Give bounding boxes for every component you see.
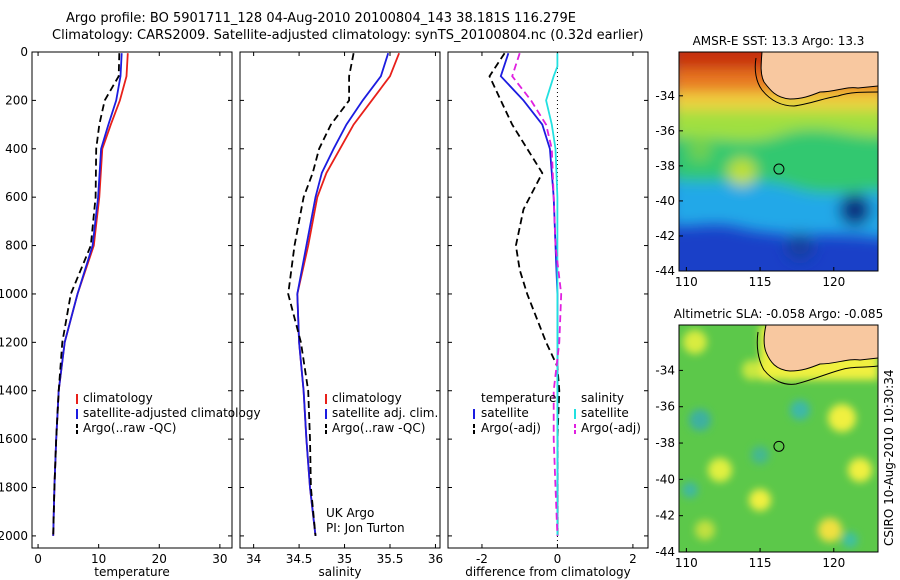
series-line-salinity-argo-adj	[511, 52, 563, 536]
salinity-xtick-label: 34.5	[286, 552, 313, 566]
depth-tick-label: 2000	[0, 529, 28, 543]
series-line-satellite-adjusted-climatology	[52, 53, 123, 536]
depth-tick-label: 1200	[0, 335, 28, 349]
temperature-xtick-label: 10	[91, 552, 106, 566]
depth-tick-label: 1400	[0, 384, 28, 398]
series-line-argo-raw-qc	[287, 53, 355, 536]
salinity-xtick-label: 35.5	[377, 552, 404, 566]
salinity-panel: 34 34.5 35 35.5 36 salinity	[239, 51, 443, 579]
temperature-axis-label: temperature	[94, 565, 169, 579]
salinity-xtick-label: 36	[428, 552, 443, 566]
sst-map-ytick-label: -34	[655, 89, 675, 103]
salinity-legend-item: satellite adj. clim.	[332, 406, 438, 420]
difference-xtick-label: -2	[476, 552, 488, 566]
depth-tick-label: 0	[20, 45, 28, 59]
difference-legend-title-temperature: temperature	[481, 391, 556, 405]
sla-map-xtick-label: 120	[822, 556, 845, 570]
difference-axes-box	[447, 51, 649, 549]
difference-xtick-label: 0	[554, 552, 562, 566]
sst-map-ytick-label: -36	[655, 124, 675, 138]
sst-map-xtick-label: 120	[822, 275, 845, 289]
salinity-xtick-label: 35	[337, 552, 352, 566]
argo-position-marker	[773, 440, 785, 452]
sst-map-xtick-label: 110	[675, 275, 698, 289]
depth-tick-label: 200	[5, 93, 28, 107]
series-line-salinity-satellite	[545, 53, 559, 536]
sst-map-field	[679, 52, 878, 271]
depth-tick-label: 400	[5, 142, 28, 156]
depth-tick-label: 1600	[0, 432, 28, 446]
difference-legend-item: satellite	[481, 406, 529, 420]
temperature-panel: 0 200 400 600 800 1000 1200 1400 1600 1800 2000 0 10…	[0, 45, 233, 579]
temperature-legend-item: climatology	[83, 391, 153, 405]
difference-legend-item: Argo(-adj)	[481, 421, 541, 435]
sla-map-ytick-label: -42	[655, 509, 675, 523]
series-line-satellite-adj-clim	[296, 52, 390, 537]
temperature-xtick-label: 30	[212, 552, 227, 566]
depth-tick-label: 1000	[0, 287, 28, 301]
sla-map-ytick-label: -38	[655, 436, 675, 450]
series-line-argo-raw-qc	[52, 53, 121, 536]
sla-map-field	[679, 325, 878, 552]
sla-map-panel: Altimetric SLA: -0.058 Argo: -0.085 110 11…	[655, 307, 883, 570]
depth-tick-label: 1800	[0, 481, 28, 495]
csiro-credit: CSIRO 10-Aug-2010 10:30:34	[882, 370, 896, 546]
sla-map-xtick-label: 115	[749, 556, 772, 570]
sla-map-ytick-label: -40	[655, 472, 675, 486]
sst-map-frame	[678, 51, 879, 272]
difference-legend-title-salinity: salinity	[581, 391, 624, 405]
sst-map-ytick-label: -40	[655, 194, 675, 208]
salinity-axis-label: salinity	[318, 565, 361, 579]
argo-position-marker	[773, 163, 785, 175]
temperature-axes-box	[31, 51, 233, 549]
difference-axis-label: difference from climatology	[465, 565, 631, 579]
salinity-legend-item: Argo(..raw -QC)	[332, 421, 425, 435]
sla-map-ytick-label: -36	[655, 400, 675, 414]
depth-tick-label: 600	[5, 190, 28, 204]
temperature-xtick-label: 20	[152, 552, 167, 566]
salinity-axes-box	[239, 51, 441, 549]
sla-map-xtick-label: 110	[675, 556, 698, 570]
depth-tick-label: 800	[5, 239, 28, 253]
temperature-xtick-label: 0	[34, 552, 42, 566]
difference-legend-item: Argo(-adj)	[581, 421, 641, 435]
climatology-subtitle: Climatology: CARS2009. Satellite-adjuste…	[52, 28, 644, 43]
float-credit-line: UK Argo	[326, 506, 374, 520]
salinity-xtick-label: 34	[246, 552, 261, 566]
difference-xtick-label: 2	[629, 552, 637, 566]
sst-map-ytick-label: -44	[655, 264, 675, 278]
difference-legend-item: satellite	[581, 406, 629, 420]
sst-map-ytick-label: -38	[655, 159, 675, 173]
sla-map-ytick-label: -44	[655, 545, 675, 559]
sla-map-ytick-label: -34	[655, 363, 675, 377]
sla-map-frame	[678, 324, 879, 553]
temperature-legend-item: Argo(..raw -QC)	[83, 421, 176, 435]
sst-map-title: AMSR-E SST: 13.3 Argo: 13.3	[693, 34, 865, 48]
sla-map-title: Altimetric SLA: -0.058 Argo: -0.085	[674, 307, 883, 321]
series-line-temperature-argo-adj	[488, 52, 561, 536]
sst-map-ytick-label: -42	[655, 229, 675, 243]
temperature-legend-item: satellite-adjusted climatology	[83, 406, 261, 420]
float-credit-line: PI: Jon Turton	[326, 521, 405, 535]
sst-map-xtick-label: 115	[749, 275, 772, 289]
profile-title: Argo profile: BO 5901711_128 04-Aug-2010…	[66, 11, 577, 26]
sst-map-panel: AMSR-E SST: 13.3 Argo: 13.3 110 115 120 -34 -…	[655, 34, 879, 289]
salinity-legend-item: climatology	[332, 391, 402, 405]
